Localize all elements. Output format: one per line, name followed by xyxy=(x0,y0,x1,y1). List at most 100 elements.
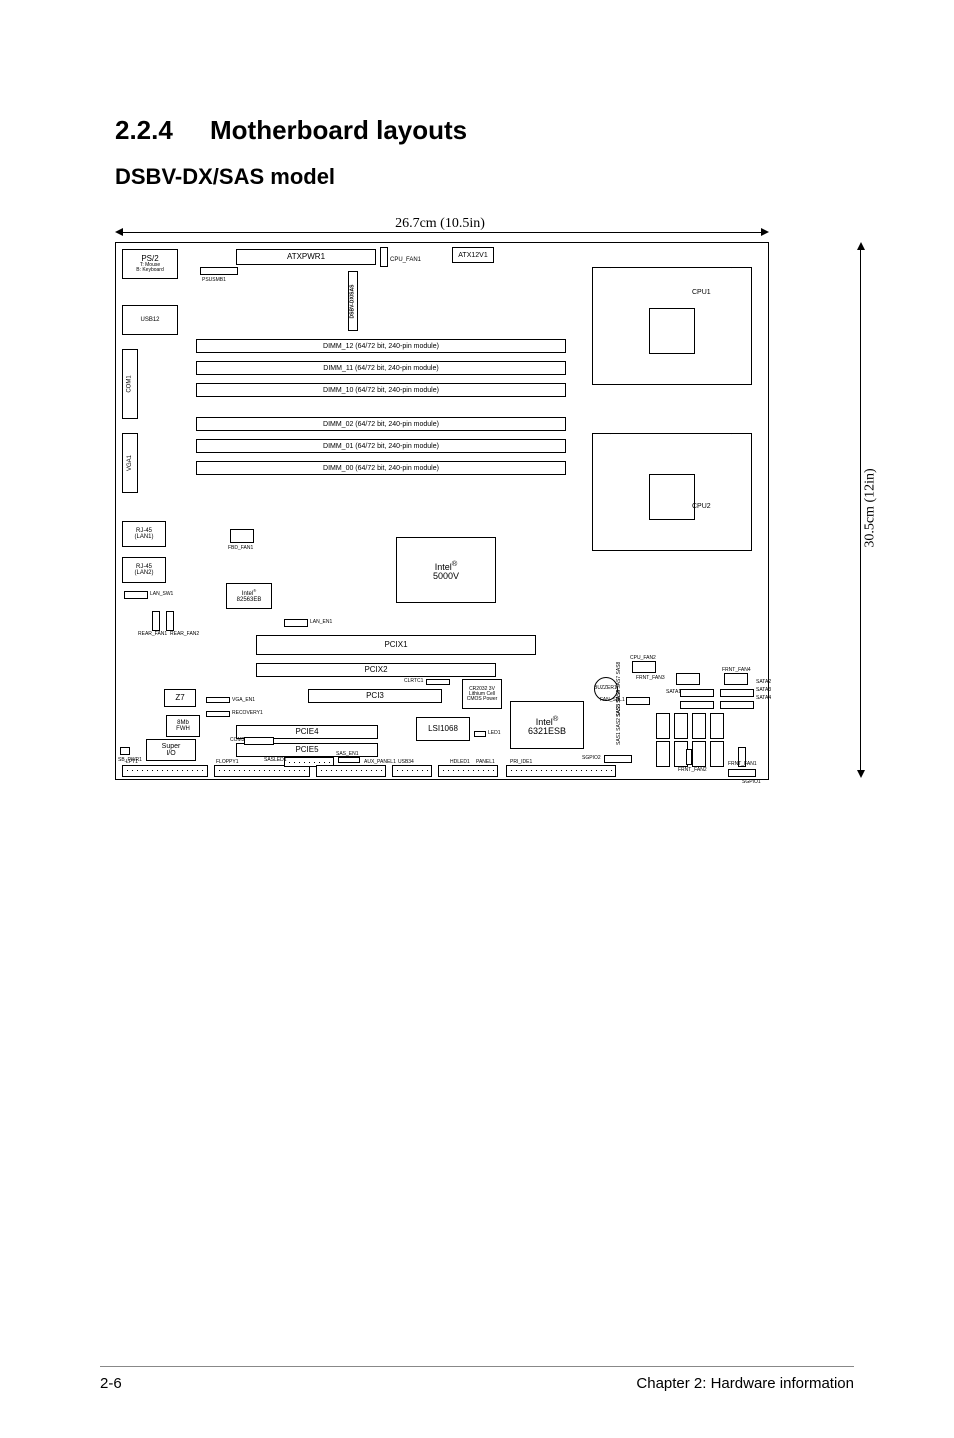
ps2-port: PS/2 T: Mouse B: Keyboard xyxy=(122,249,178,279)
com3-header xyxy=(244,737,274,745)
cpu-lever-icon xyxy=(605,433,655,436)
frnt-fan3 xyxy=(676,673,700,685)
lan-sw1-label: LAN_SW1 xyxy=(150,591,173,597)
arrow-left-icon xyxy=(115,228,123,236)
board-model-tag: DSBV-DX/SAS xyxy=(348,271,358,331)
sas-port xyxy=(692,713,706,739)
cpu-fan2-label: CPU_FAN2 xyxy=(630,655,656,661)
arrow-down-icon xyxy=(857,770,865,778)
fwh-chip: 8MbFWH xyxy=(166,715,200,737)
sata3 xyxy=(680,701,714,709)
cpu-fan2 xyxy=(632,661,656,673)
intel-82563eb: Intel® 82563EB xyxy=(226,583,272,609)
cpu-lever-icon xyxy=(685,267,735,270)
pcix2-slot: PCIX2 xyxy=(256,663,496,677)
super-io: SuperI/O xyxy=(146,739,196,761)
cmos-battery: CR2032 3V Lithium Cell CMOS Power xyxy=(462,679,502,709)
sata1-label: SATA1 xyxy=(666,689,681,695)
sata2 xyxy=(720,689,754,697)
dimension-height-line xyxy=(860,246,861,774)
fan-sel1 xyxy=(626,697,650,705)
vga-en1-label: VGA_EN1 xyxy=(232,697,255,703)
cpu-lever-icon xyxy=(685,433,735,436)
sas-port xyxy=(656,741,670,767)
arrow-up-icon xyxy=(857,242,865,250)
dimension-height-label: 30.5cm (12in) xyxy=(861,238,881,778)
sgpio2 xyxy=(604,755,632,763)
usb12-port: USB12 xyxy=(122,305,178,335)
cpu-fan1 xyxy=(380,247,388,267)
frnt-fan2 xyxy=(686,749,692,765)
intel-5000v-mch: Intel® 5000V xyxy=(396,537,496,603)
pci3-slot: PCI3 xyxy=(308,689,442,703)
atxpwr1: ATXPWR1 xyxy=(236,249,376,265)
rear-fan1 xyxy=(152,611,160,631)
pri-ide1-label: PRI_IDE1 xyxy=(510,759,532,765)
buzzer1-label: BUZZER1 xyxy=(594,685,617,691)
dimm-02: DIMM_02 (64/72 bit, 240-pin module) xyxy=(196,417,566,431)
recovery1-label: RECOVERY1 xyxy=(232,710,263,716)
led1 xyxy=(474,731,486,737)
frnt-fan2-label: FRNT_FAN2 xyxy=(678,767,707,773)
lan-en1 xyxy=(284,619,308,627)
frnt-fan4-label: FRNT_FAN4 xyxy=(722,667,751,673)
board-outline: PS/2 T: Mouse B: Keyboard USB12 COM1 VGA… xyxy=(115,242,769,780)
dimm-10: DIMM_10 (64/72 bit, 240-pin module) xyxy=(196,383,566,397)
panel1-label: PANEL1 xyxy=(476,759,495,765)
cpu2-socket xyxy=(592,433,752,551)
sgpio1-label: SGPIO1 xyxy=(742,779,761,785)
sas-port xyxy=(656,713,670,739)
cpu-lever-icon xyxy=(605,267,655,270)
arrow-right-icon xyxy=(761,228,769,236)
pri-ide1 xyxy=(506,765,616,777)
sas-port xyxy=(710,741,724,767)
lan-sw1 xyxy=(124,591,148,599)
sas-lower-label: SAS1 SAS2 SAS3 SAS4 xyxy=(616,685,622,745)
vga1-port: VGA1 xyxy=(122,433,138,493)
cpu1-label: CPU1 xyxy=(692,289,711,296)
led1-label: LED1 xyxy=(488,730,501,736)
lan-en1-label: LAN_EN1 xyxy=(310,619,332,625)
lpt1-label: LPT1 xyxy=(126,759,138,765)
sb-pwr1 xyxy=(120,747,130,755)
panel1-header xyxy=(438,765,498,777)
lpt1-header xyxy=(122,765,208,777)
cpu2-core xyxy=(649,474,695,520)
sata3-label: SATA3 xyxy=(756,687,771,693)
section-heading: 2.2.4Motherboard layouts xyxy=(115,115,854,146)
lsi1068-chip: LSI1068 xyxy=(416,717,470,741)
rear-fan2-label: REAR_FAN2 xyxy=(170,631,199,637)
dimension-width-line xyxy=(119,232,765,233)
rj45-lan2: RJ-45(LAN2) xyxy=(122,557,166,583)
dimm-00: DIMM_00 (64/72 bit, 240-pin module) xyxy=(196,461,566,475)
usb34-label: USB34 xyxy=(398,759,414,765)
sata1 xyxy=(680,689,714,697)
sata4 xyxy=(720,701,754,709)
model-heading: DSBV-DX/SAS model xyxy=(115,164,854,190)
fbd-fan1-label: FBD_FAN1 xyxy=(228,545,253,551)
psusmb1 xyxy=(200,267,238,275)
sasled1-label: SASLED1 xyxy=(264,757,287,763)
dimm-12: DIMM_12 (64/72 bit, 240-pin module) xyxy=(196,339,566,353)
sata2-label: SATA2 xyxy=(756,679,771,685)
cpu1-core xyxy=(649,308,695,354)
chapter-label: Chapter 2: Hardware information xyxy=(636,1375,854,1392)
sas-port xyxy=(710,713,724,739)
cpu2-label: CPU2 xyxy=(692,503,711,510)
usb34-header xyxy=(392,765,432,777)
pcix1-slot: PCIX1 xyxy=(256,635,536,655)
atx12v1: ATX12V1 xyxy=(452,247,494,263)
sata4-label: SATA4 xyxy=(756,695,771,701)
section-number: 2.2.4 xyxy=(115,115,210,146)
sgpio1 xyxy=(728,769,756,777)
frnt-fan1-label: FRNT_FAN1 xyxy=(728,761,757,767)
sas-port xyxy=(674,713,688,739)
dimension-width-label: 26.7cm (10.5in) xyxy=(115,216,765,232)
cpu1-socket xyxy=(592,267,752,385)
aux-panel1 xyxy=(316,765,386,777)
rear-fan1-label: REAR_FAN1 xyxy=(138,631,167,637)
sas-port xyxy=(692,741,706,767)
intel-6321esb: Intel® 6321ESB xyxy=(510,701,584,749)
sas-en1-label: SAS_EN1 xyxy=(336,751,359,757)
clrtc1 xyxy=(426,679,450,685)
